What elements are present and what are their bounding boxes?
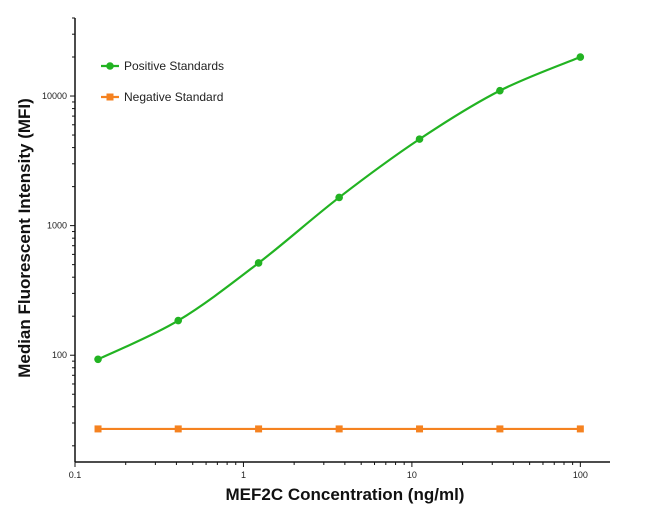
x-axis-title: MEF2C Concentration (ng/ml) [226, 485, 465, 504]
series-1 [94, 425, 584, 433]
data-point [335, 193, 343, 202]
data-point [94, 425, 102, 433]
data-point [496, 86, 504, 95]
data-point [415, 135, 424, 143]
data-point [254, 259, 263, 267]
y-tick-label: 1000 [47, 221, 67, 231]
data-point [416, 425, 424, 433]
series-layer [94, 53, 585, 433]
axes: 100 1000 10000 0.1 1 10 100 [42, 17, 610, 480]
x-tick-label: 10 [407, 470, 417, 480]
legend: Positive Standards Negative Standard [101, 59, 224, 104]
legend-item: Positive Standards [101, 59, 224, 73]
data-point [255, 425, 263, 433]
x-tick-label: 100 [573, 470, 588, 480]
data-point [94, 355, 102, 364]
data-point [174, 316, 183, 325]
data-point [496, 425, 504, 433]
y-axis-title: Median Fluorescent Intensity (MFI) [15, 98, 34, 378]
series-0 [94, 53, 585, 364]
y-tick-label: 100 [52, 350, 67, 360]
legend-item: Negative Standard [101, 90, 223, 104]
data-point [576, 425, 584, 433]
legend-label: Positive Standards [124, 59, 224, 73]
x-tick-label: 0.1 [69, 470, 82, 480]
data-point [335, 425, 343, 433]
y-tick-label: 10000 [42, 91, 67, 101]
x-tick-label: 1 [241, 470, 246, 480]
legend-marker [106, 62, 114, 70]
legend-label: Negative Standard [124, 90, 223, 104]
data-point [576, 53, 585, 61]
data-point [174, 425, 182, 433]
legend-marker [106, 93, 114, 101]
